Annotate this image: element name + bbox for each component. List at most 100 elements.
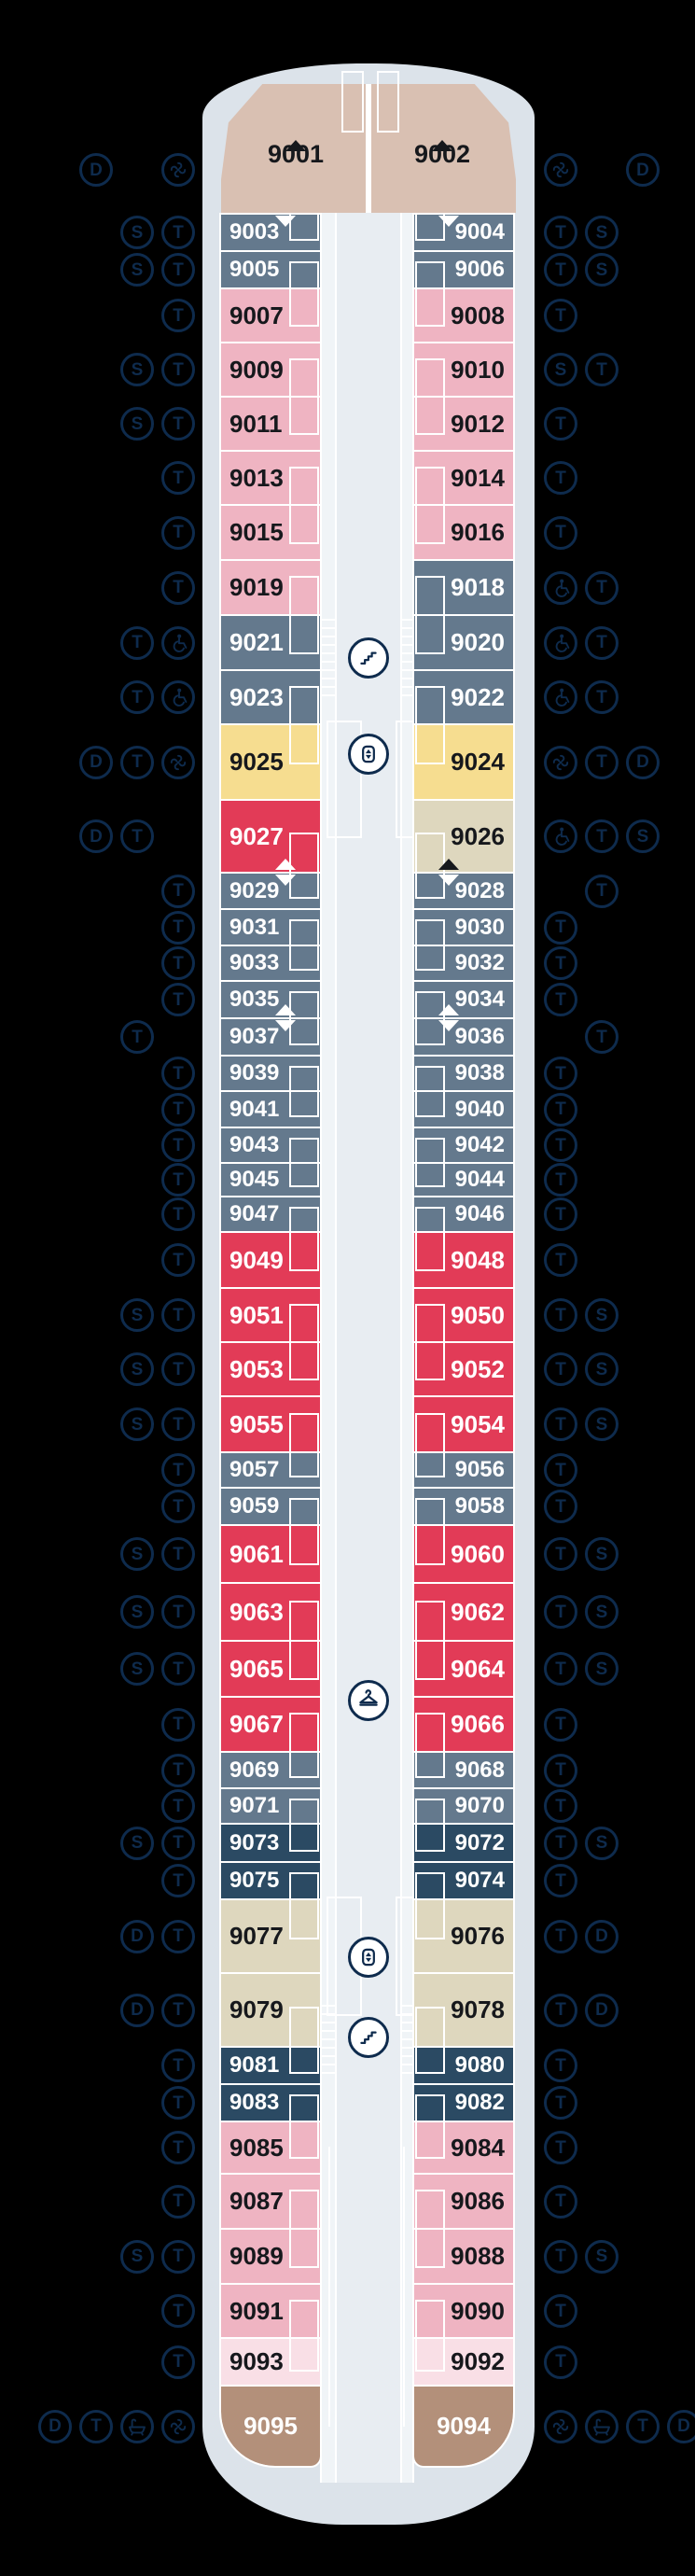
cabin-9049[interactable]: 9049 (219, 1231, 322, 1289)
cabin-9039[interactable]: 9039 (219, 1055, 322, 1092)
cabin-9029[interactable]: 9029 (219, 872, 322, 910)
cabin-layout-notch (415, 2121, 445, 2159)
cabin-9007[interactable]: 9007 (219, 287, 322, 343)
cabin-9040[interactable]: 9040 (412, 1090, 515, 1128)
cabin-9041[interactable]: 9041 (219, 1090, 322, 1128)
cabin-9030[interactable]: 9030 (412, 908, 515, 946)
cabin-9034[interactable]: 9034 (412, 980, 515, 1019)
cabin-9072[interactable]: 9072 (412, 1823, 515, 1863)
cabin-9062[interactable]: 9062 (412, 1582, 515, 1642)
cabin-9087[interactable]: 9087 (219, 2173, 322, 2230)
cabin-9044[interactable]: 9044 (412, 1162, 515, 1197)
cabin-9080[interactable]: 9080 (412, 2046, 515, 2085)
cabin-9013[interactable]: 9013 (219, 450, 322, 506)
cabin-9089[interactable]: 9089 (219, 2228, 322, 2285)
cabin-9001[interactable]: 9001 (226, 140, 366, 205)
cabin-number: 9061 (229, 1539, 284, 1568)
cabin-9074[interactable]: 9074 (412, 1861, 515, 1900)
cabin-9071[interactable]: 9071 (219, 1787, 322, 1825)
cabin-9035[interactable]: 9035 (219, 980, 322, 1019)
cabin-9066[interactable]: 9066 (412, 1696, 515, 1753)
cabin-9050[interactable]: 9050 (412, 1287, 515, 1343)
cabin-9068[interactable]: 9068 (412, 1751, 515, 1789)
cabin-9014[interactable]: 9014 (412, 450, 515, 506)
cabin-9075[interactable]: 9075 (219, 1861, 322, 1900)
amenity-badges: T (161, 461, 195, 495)
cabin-9057[interactable]: 9057 (219, 1451, 322, 1489)
cabin-9012[interactable]: 9012 (412, 396, 515, 452)
cabin-9008[interactable]: 9008 (412, 287, 515, 343)
cabin-9043[interactable]: 9043 (219, 1127, 322, 1164)
cabin-9086[interactable]: 9086 (412, 2173, 515, 2230)
cabin-9070[interactable]: 9070 (412, 1787, 515, 1825)
cabin-9020[interactable]: 9020 (412, 614, 515, 671)
cabin-9083[interactable]: 9083 (219, 2083, 322, 2122)
cabin-9079[interactable]: 9079 (219, 1972, 322, 2048)
cabin-9058[interactable]: 9058 (412, 1487, 515, 1526)
cabin-9033[interactable]: 9033 (219, 945, 322, 982)
cabin-9009[interactable]: 9009 (219, 342, 322, 398)
cabin-9026[interactable]: 9026 (412, 799, 515, 874)
cabin-9024[interactable]: 9024 (412, 723, 515, 801)
cabin-9047[interactable]: 9047 (219, 1196, 322, 1233)
cabin-9094[interactable]: 9094 (412, 2385, 515, 2468)
cabin-9036[interactable]: 9036 (412, 1017, 515, 1057)
cabin-9042[interactable]: 9042 (412, 1127, 515, 1164)
cabin-9032[interactable]: 9032 (412, 945, 515, 982)
cabin-9065[interactable]: 9065 (219, 1640, 322, 1698)
cabin-9011[interactable]: 9011 (219, 396, 322, 452)
cabin-layout-notch (289, 213, 319, 241)
amenity-badges: T (544, 625, 619, 660)
cabin-9061[interactable]: 9061 (219, 1524, 322, 1584)
cabin-9004[interactable]: 9004 (412, 213, 515, 252)
cabin-9045[interactable]: 9045 (219, 1162, 322, 1197)
cabin-9064[interactable]: 9064 (412, 1640, 515, 1698)
cabin-9021[interactable]: 9021 (219, 614, 322, 671)
cabin-9056[interactable]: 9056 (412, 1451, 515, 1489)
cabin-9091[interactable]: 9091 (219, 2283, 322, 2339)
cabin-9019[interactable]: 9019 (219, 559, 322, 616)
cabin-9078[interactable]: 9078 (412, 1972, 515, 2048)
cabin-9046[interactable]: 9046 (412, 1196, 515, 1233)
cabin-9077[interactable]: 9077 (219, 1898, 322, 1974)
cabin-9005[interactable]: 9005 (219, 250, 322, 289)
cabin-9038[interactable]: 9038 (412, 1055, 515, 1092)
cabin-9093[interactable]: 9093 (219, 2337, 322, 2387)
cabin-9069[interactable]: 9069 (219, 1751, 322, 1789)
cabin-9059[interactable]: 9059 (219, 1487, 322, 1526)
cabin-9092[interactable]: 9092 (412, 2337, 515, 2387)
cabin-9095[interactable]: 9095 (219, 2385, 322, 2468)
cabin-9063[interactable]: 9063 (219, 1582, 322, 1642)
cabin-9085[interactable]: 9085 (219, 2121, 322, 2175)
cabin-9028[interactable]: 9028 (412, 872, 515, 910)
cabin-9055[interactable]: 9055 (219, 1395, 322, 1453)
cabin-9037[interactable]: 9037 (219, 1017, 322, 1057)
cabin-9022[interactable]: 9022 (412, 669, 515, 725)
cabin-9076[interactable]: 9076 (412, 1898, 515, 1974)
cabin-9023[interactable]: 9023 (219, 669, 322, 725)
cabin-9016[interactable]: 9016 (412, 504, 515, 561)
cabin-9081[interactable]: 9081 (219, 2046, 322, 2085)
cabin-9027[interactable]: 9027 (219, 799, 322, 874)
cabin-layout-notch (289, 1751, 319, 1778)
cabin-9067[interactable]: 9067 (219, 1696, 322, 1753)
cabin-9051[interactable]: 9051 (219, 1287, 322, 1343)
cabin-9031[interactable]: 9031 (219, 908, 322, 946)
cabin-9060[interactable]: 9060 (412, 1524, 515, 1584)
cabin-9082[interactable]: 9082 (412, 2083, 515, 2122)
cabin-9018[interactable]: 9018 (412, 559, 515, 616)
cabin-9073[interactable]: 9073 (219, 1823, 322, 1863)
cabin-9010[interactable]: 9010 (412, 342, 515, 398)
cabin-9090[interactable]: 9090 (412, 2283, 515, 2339)
cabin-9088[interactable]: 9088 (412, 2228, 515, 2285)
cabin-9052[interactable]: 9052 (412, 1341, 515, 1397)
cabin-9015[interactable]: 9015 (219, 504, 322, 561)
cabin-9054[interactable]: 9054 (412, 1395, 515, 1453)
cabin-9084[interactable]: 9084 (412, 2121, 515, 2175)
cabin-9003[interactable]: 9003 (219, 213, 322, 252)
cabin-9048[interactable]: 9048 (412, 1231, 515, 1289)
cabin-9006[interactable]: 9006 (412, 250, 515, 289)
cabin-9002[interactable]: 9002 (373, 140, 511, 205)
cabin-9025[interactable]: 9025 (219, 723, 322, 801)
cabin-9053[interactable]: 9053 (219, 1341, 322, 1397)
